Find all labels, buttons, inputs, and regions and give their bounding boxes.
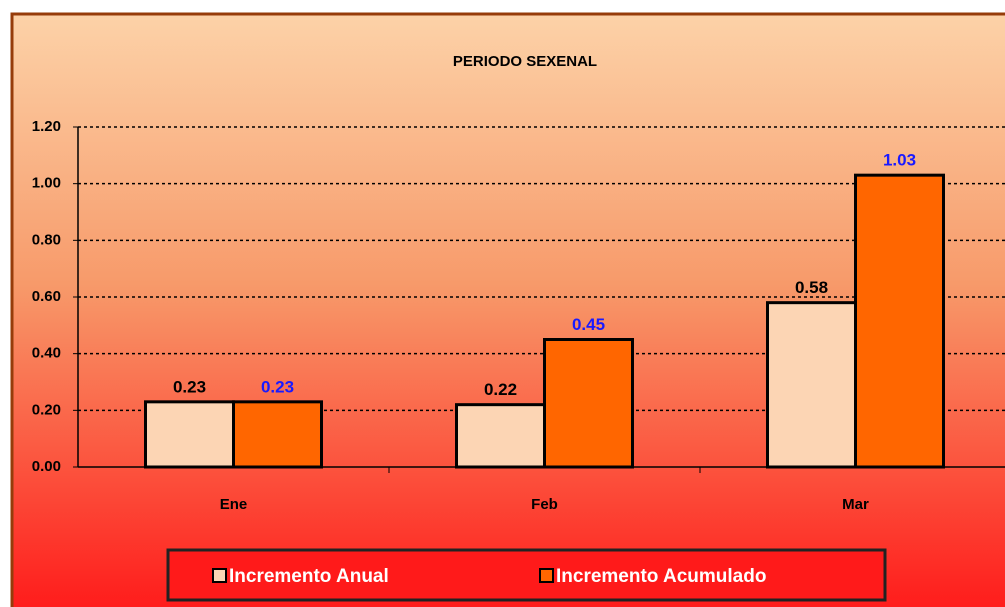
legend bbox=[166, 548, 887, 602]
bar bbox=[854, 173, 945, 469]
bar bbox=[232, 400, 323, 469]
x-tick-label: Ene bbox=[220, 496, 248, 513]
legend-label: Incremento Acumulado bbox=[556, 566, 766, 587]
bar bbox=[543, 338, 634, 469]
data-label: 0.58 bbox=[795, 278, 828, 297]
y-tick-label: 0.80 bbox=[32, 231, 61, 248]
bar bbox=[766, 301, 857, 469]
y-tick-label: 0.40 bbox=[32, 345, 61, 362]
bar bbox=[455, 403, 546, 469]
legend-swatch bbox=[539, 568, 554, 583]
x-tick-label: Feb bbox=[531, 496, 558, 513]
x-tick-label: Mar bbox=[842, 496, 869, 513]
y-tick-label: 0.20 bbox=[32, 401, 61, 418]
y-tick-label: 1.20 bbox=[32, 118, 61, 135]
bar bbox=[144, 400, 235, 469]
y-tick-label: 0.00 bbox=[32, 458, 61, 475]
legend-swatch bbox=[212, 568, 227, 583]
legend-label: Incremento Anual bbox=[229, 566, 389, 587]
data-label: 0.22 bbox=[484, 380, 517, 399]
data-label: 1.03 bbox=[883, 151, 916, 170]
data-label: 0.23 bbox=[261, 377, 294, 396]
data-label: 0.45 bbox=[572, 315, 605, 334]
chart-title: PERIODO SEXENAL bbox=[453, 53, 597, 70]
y-tick-label: 1.00 bbox=[32, 175, 61, 192]
data-label: 0.23 bbox=[173, 377, 206, 396]
y-tick-label: 0.60 bbox=[32, 288, 61, 305]
